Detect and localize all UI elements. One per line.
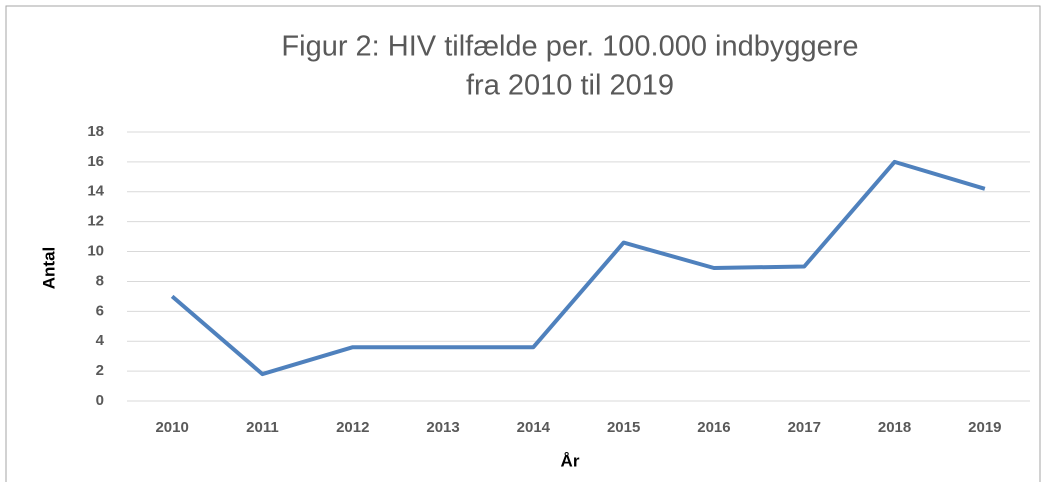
x-tick-label: 2013 bbox=[426, 419, 459, 436]
x-tick-label: 2014 bbox=[517, 419, 551, 436]
y-tick-label: 6 bbox=[96, 302, 104, 319]
chart-title: Figur 2: HIV tilfælde per. 100.000 indby… bbox=[281, 31, 858, 63]
x-tick-label: 2017 bbox=[788, 419, 821, 436]
y-tick-label: 0 bbox=[96, 392, 104, 409]
x-tick-label: 2015 bbox=[607, 419, 640, 436]
y-tick-label: 12 bbox=[87, 213, 104, 230]
x-tick-label: 2016 bbox=[697, 419, 730, 436]
y-tick-label: 2 bbox=[96, 362, 104, 379]
x-tick-label: 2018 bbox=[878, 419, 911, 436]
data-line bbox=[170, 159, 986, 377]
x-tick-label: 2011 bbox=[246, 419, 279, 436]
y-tick-label: 16 bbox=[87, 153, 104, 170]
x-axis-title: År bbox=[561, 451, 580, 470]
x-tick-label: 2019 bbox=[968, 419, 1001, 436]
y-tick-label: 18 bbox=[87, 123, 104, 140]
chart-title: fra 2010 til 2019 bbox=[466, 70, 674, 102]
y-tick-label: 10 bbox=[87, 243, 104, 260]
y-tick-label: 4 bbox=[96, 332, 105, 349]
y-axis-title: Antal bbox=[39, 247, 58, 290]
x-tick-label: 2012 bbox=[336, 419, 369, 436]
y-tick-label: 14 bbox=[87, 183, 104, 200]
x-tick-label: 2010 bbox=[155, 419, 188, 436]
y-tick-label: 8 bbox=[96, 272, 104, 289]
chart-border bbox=[5, 5, 1041, 482]
